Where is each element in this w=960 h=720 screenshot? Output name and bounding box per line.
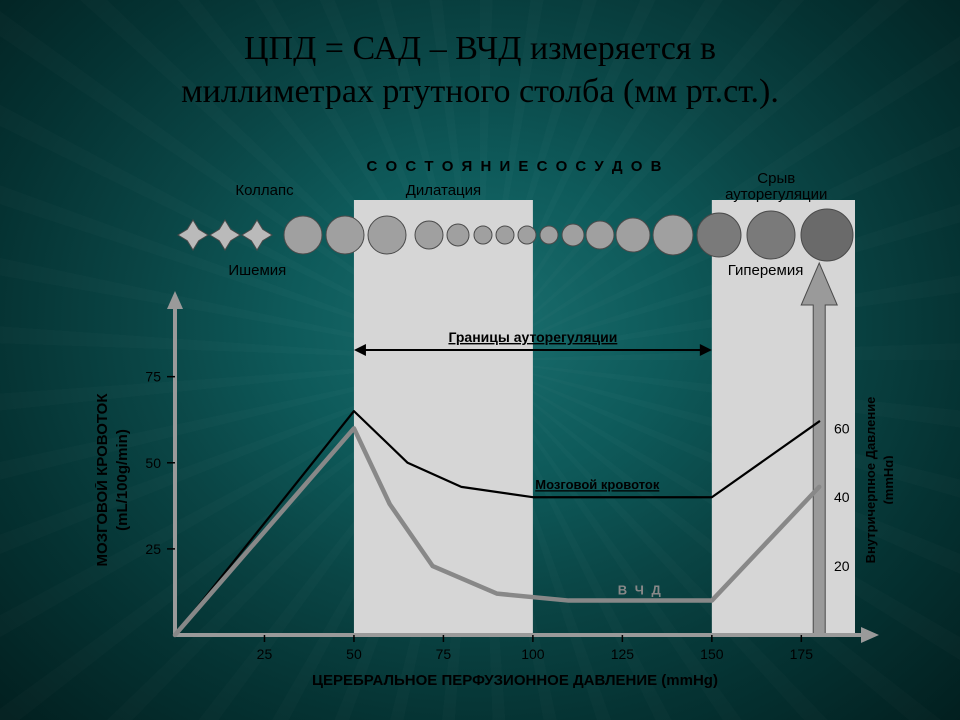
label-failure-1: Срыв — [757, 170, 795, 187]
x-tick-label: 50 — [346, 646, 362, 662]
x-tick-label: 125 — [611, 646, 635, 662]
series-label-icp: В Ч Д — [618, 583, 663, 598]
y-tick-label: 50 — [145, 455, 161, 471]
y-axis-arrow — [167, 291, 183, 309]
autoreg-arrow-right — [700, 344, 712, 356]
vessel-circle-icon — [801, 209, 853, 261]
label-failure-2: ауторегуляции — [725, 186, 827, 203]
vessel-circle-icon — [474, 226, 492, 244]
vessel-collapsed-icon — [178, 220, 208, 250]
slide-root: ЦПД = САД – ВЧД измеряется в миллиметрах… — [0, 0, 960, 720]
label-hyperemia: Гиперемия — [728, 262, 804, 279]
vessel-circle-icon — [747, 211, 795, 259]
x-tick-label: 175 — [790, 646, 814, 662]
vessel-collapsed-icon — [210, 220, 240, 250]
vessel-circle-icon — [586, 221, 614, 249]
title-line-1: ЦПД = САД – ВЧД измеряется в — [244, 30, 716, 67]
title-line-2: миллиметрах ртутного столба (мм рт.ст.). — [181, 73, 779, 110]
autoregulation-chart: С О С Т О Я Н И Е С О С У Д О В Коллапс Ди… — [95, 155, 893, 695]
chart-container: С О С Т О Я Н И Е С О С У Д О В Коллапс Ди… — [95, 155, 893, 695]
vessel-circle-icon — [518, 226, 536, 244]
vessel-circle-icon — [326, 216, 364, 254]
x-tick-label: 75 — [436, 646, 452, 662]
y-right-tick-label: 20 — [834, 558, 850, 574]
series-label-cbf: Мозговой кровоток — [535, 477, 660, 492]
vessel-collapsed-icon — [242, 220, 272, 250]
vessel-circle-icon — [697, 213, 741, 257]
label-autoreg-bounds: Границы ауторегуляции — [448, 329, 617, 345]
y-tick-label: 75 — [145, 369, 161, 385]
vessel-circle-icon — [653, 215, 693, 255]
label-dilation: Дилатация — [406, 182, 481, 199]
x-tick-label: 25 — [257, 646, 273, 662]
vessel-circle-icon — [415, 221, 443, 249]
y-left-label: МОЗГОВОЙ КРОВОТОК(mL/100g/min) — [95, 393, 131, 567]
svg-text:(mL/100g/min): (mL/100g/min) — [114, 429, 131, 531]
vessel-circle-icon — [447, 224, 469, 246]
y-right-tick-label: 60 — [834, 420, 850, 436]
x-tick-label: 150 — [700, 646, 724, 662]
x-tick-label: 100 — [521, 646, 545, 662]
vessel-circle-icon — [368, 216, 406, 254]
x-axis-arrow — [861, 627, 879, 643]
label-collapse: Коллапс — [235, 182, 294, 199]
vessel-state-header: С О С Т О Я Н И Е С О С У Д О В — [367, 158, 664, 175]
x-axis-label: ЦЕРЕБРАЛЬНОЕ ПЕРФУЗИОННОЕ ДАВЛЕНИЕ (mmHg… — [312, 672, 718, 689]
vessel-circle-icon — [616, 218, 650, 252]
vessel-circle-icon — [562, 224, 584, 246]
y-right-tick-label: 40 — [834, 489, 850, 505]
svg-text:МОЗГОВОЙ КРОВОТОК: МОЗГОВОЙ КРОВОТОК — [95, 393, 111, 567]
vessel-circle-icon — [284, 216, 322, 254]
label-ischemia: Ишемия — [228, 262, 286, 279]
y-right-label: Внутричерпное Давление(mmHg) — [863, 397, 893, 564]
svg-text:Внутричерпное Давление: Внутричерпное Давление — [863, 397, 878, 564]
vessel-circle-icon — [540, 226, 558, 244]
slide-title: ЦПД = САД – ВЧД измеряется в миллиметрах… — [0, 28, 960, 113]
vessel-circle-icon — [496, 226, 514, 244]
svg-text:(mmHg): (mmHg) — [881, 455, 893, 504]
y-tick-label: 25 — [145, 541, 161, 557]
